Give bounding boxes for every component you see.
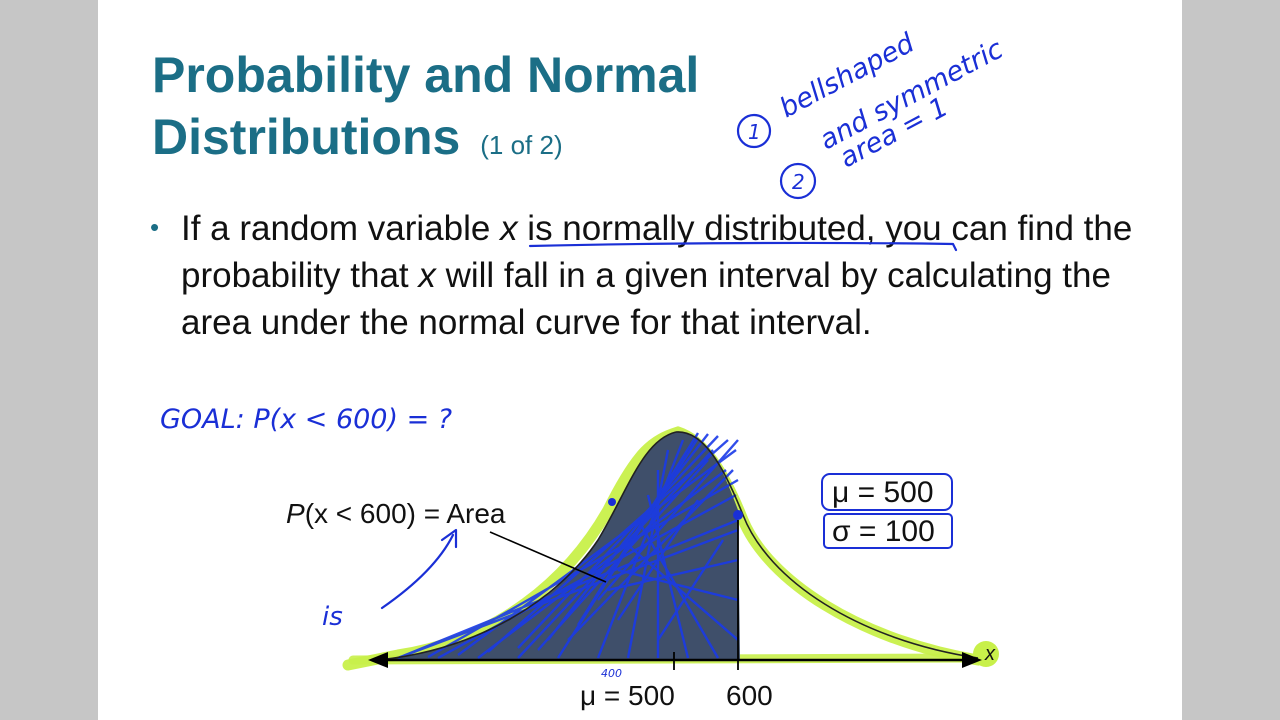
title-part-indicator: (1 of 2) — [480, 130, 563, 160]
bullet-mid: , you can find the probability that — [181, 209, 1133, 295]
left-margin — [0, 0, 98, 720]
ink-dot-right — [733, 510, 743, 520]
ink-dot-left — [608, 498, 616, 506]
bullet-post: will fall in a given interval by calcula… — [181, 256, 1111, 342]
axis-left-arrow-icon — [368, 652, 388, 668]
area-pointer-line — [489, 531, 607, 583]
title-line-1: Probability and Normal — [152, 47, 700, 103]
bullet-text: If a random variable x is normally distr… — [181, 205, 1141, 346]
bullet-var-x-2: x — [418, 256, 436, 295]
bullet-var-x: x — [500, 209, 518, 248]
shaded-area — [378, 431, 740, 660]
is-arrow-line — [380, 533, 455, 610]
note2-circle — [779, 162, 817, 200]
mu-box-ink — [821, 473, 953, 511]
area-label: P(x < 600) = Area — [286, 498, 506, 529]
underline-normally-distributed — [528, 241, 958, 252]
bullet-icon: • — [150, 212, 160, 242]
mu-box: μ = 500 — [832, 476, 934, 509]
normal-curve-right — [675, 431, 979, 659]
figure-and-annotations: x μ = 500 600 400 P(x < 600) = Area μ = … — [160, 27, 1008, 711]
is-arrow-head-icon — [440, 528, 458, 549]
sigma-box-ink — [823, 513, 953, 549]
slide-title: Probability and Normal Distributions (1 … — [152, 44, 699, 176]
tick-label-600: 600 — [726, 680, 773, 711]
tick-label-mu: μ = 500 — [580, 680, 675, 711]
bullet-pre: If a random variable — [181, 209, 501, 248]
ink-shading — [397, 432, 739, 660]
axis-right-arrow-icon — [962, 652, 982, 668]
bullet-normally: is normally distributed — [517, 209, 866, 248]
goal-note: GOAL: P(x < 600) = ? — [160, 404, 452, 435]
is-note: is — [322, 602, 343, 632]
slide: Probability and Normal Distributions (1 … — [98, 0, 1182, 720]
title-line-2: Distributions — [152, 109, 461, 165]
normal-curve-left — [377, 431, 677, 661]
right-margin — [1182, 0, 1280, 720]
sigma-box: σ = 100 — [832, 515, 935, 548]
axis-variable: x — [984, 643, 996, 665]
note1-circle — [736, 113, 772, 149]
note1-number: 1 — [748, 120, 761, 144]
handwritten-400: 400 — [601, 667, 622, 680]
note2-number: 2 — [792, 170, 805, 194]
